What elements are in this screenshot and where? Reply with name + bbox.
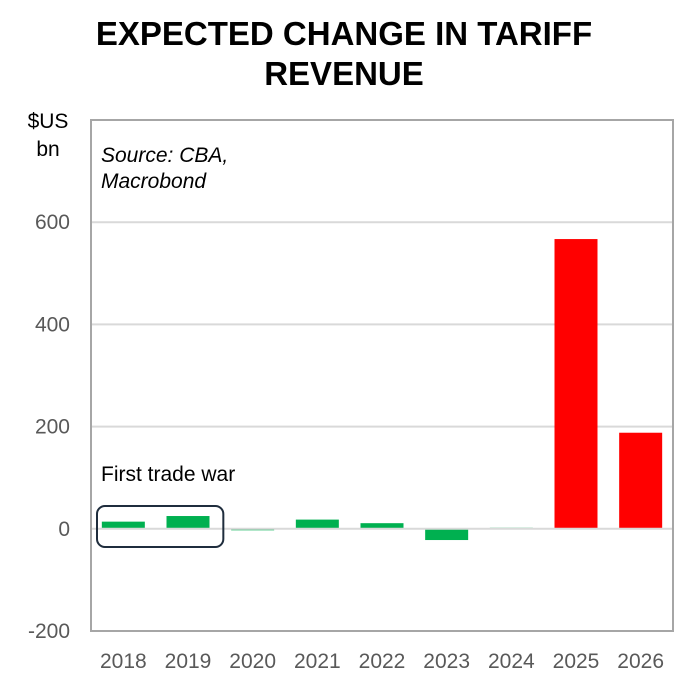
- x-tick-2018: 2018: [100, 650, 147, 673]
- title-line-1: EXPECTED CHANGE IN TARIFF: [95, 15, 593, 52]
- y-tick-0: 0: [58, 518, 70, 541]
- bar-2023: [425, 528, 469, 541]
- y-tick-600: 600: [35, 211, 70, 234]
- chart-title: EXPECTED CHANGE IN TARIFF REVENUE: [0, 14, 688, 94]
- y-axis-unit-label: $US bn: [18, 108, 78, 164]
- bars: [101, 239, 663, 541]
- x-tick-2026: 2026: [617, 650, 664, 673]
- source-line-2: Macrobond: [101, 170, 207, 193]
- y-tick-200: 200: [35, 416, 70, 439]
- first-trade-war-highlight-box: [96, 505, 225, 548]
- plot-area-frame: [90, 119, 674, 632]
- source-line-1: Source: CBA,: [101, 144, 228, 167]
- y-unit-line-1: $US: [27, 110, 69, 133]
- x-tick-2025: 2025: [553, 650, 600, 673]
- y-tick-labels: -200 0 200 400 600: [28, 211, 70, 643]
- bar-2022: [360, 523, 404, 529]
- y-tick-400: 400: [35, 313, 70, 336]
- y-tick--200: -200: [28, 620, 70, 643]
- bar-2021: [295, 519, 339, 529]
- bar-2019: [166, 516, 210, 529]
- x-tick-2021: 2021: [294, 650, 341, 673]
- x-tick-2019: 2019: [165, 650, 212, 673]
- x-tick-2024: 2024: [488, 650, 535, 673]
- x-tick-2022: 2022: [359, 650, 406, 673]
- x-tick-2023: 2023: [423, 650, 470, 673]
- bar-2025: [554, 239, 598, 529]
- bar-2026: [619, 432, 663, 529]
- x-tick-labels: 2018 2019 2020 2021 2022 2023 2024 2025 2026: [100, 650, 664, 673]
- x-tick-2020: 2020: [229, 650, 276, 673]
- first-trade-war-annotation: First trade war: [101, 463, 235, 486]
- y-unit-line-2: bn: [36, 138, 60, 161]
- title-line-2: REVENUE: [264, 55, 424, 92]
- bar-2018: [101, 521, 145, 529]
